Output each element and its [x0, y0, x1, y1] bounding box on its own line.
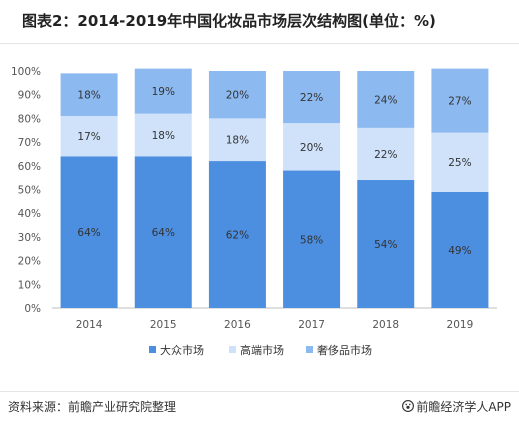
y-tick-label: 60% [18, 161, 41, 173]
bar-segment [208, 118, 266, 162]
data-label: 18% [152, 130, 175, 142]
legend-swatch [149, 346, 156, 353]
bar-segment [431, 68, 489, 133]
data-label: 64% [152, 227, 175, 239]
legend: 大众市场 高端市场 奢侈品市场 [149, 343, 372, 357]
y-tick-label: 30% [18, 232, 41, 244]
data-label: 18% [77, 90, 100, 102]
bar-segment [60, 116, 118, 157]
bar-segment [208, 161, 266, 308]
bar-segment [283, 123, 341, 171]
brand-text: 前瞻经济学人APP [416, 400, 511, 414]
y-tick-label: 100% [11, 66, 41, 78]
data-label: 19% [152, 86, 175, 98]
data-label: 49% [448, 245, 471, 257]
bar-segment [431, 191, 489, 308]
y-tick-label: 0% [24, 303, 41, 315]
data-label: 22% [300, 92, 323, 104]
data-label: 64% [77, 227, 100, 239]
legend-label: 奢侈品市场 [317, 343, 372, 357]
bar-segment [60, 73, 118, 117]
y-tick-label: 20% [18, 256, 41, 268]
data-label: 20% [226, 90, 249, 102]
y-tick-label: 90% [18, 90, 41, 102]
y-tick-label: 70% [18, 137, 41, 149]
footer-divider [0, 391, 519, 392]
y-tick-label: 50% [18, 185, 41, 197]
legend-swatch [306, 346, 313, 353]
bar-segment [208, 71, 266, 119]
bar-segment [134, 68, 192, 114]
source-note: 资料来源：前瞻产业研究院整理 [8, 400, 177, 414]
y-axis-ticks: 0% 10% 20% 30% 40% 50% 60% 70% 80% 90% 100% [11, 66, 41, 315]
x-tick-label: 2016 [224, 319, 251, 331]
data-label: 17% [77, 131, 100, 143]
x-tick-label: 2014 [76, 319, 103, 331]
y-tick-label: 80% [18, 113, 41, 125]
data-label: 22% [374, 149, 397, 161]
data-label: 25% [448, 157, 471, 169]
bars: 64% 17% 18% 64% 18% 19% 62% 18% 20% 58% 20% 22% 54% 2… [60, 68, 489, 308]
brand-credit: 前瞻经济学人APP [402, 398, 511, 415]
x-tick-label: 2015 [150, 319, 177, 331]
bar-segment [134, 113, 192, 157]
data-label: 54% [374, 239, 397, 251]
bar-segment [283, 170, 341, 308]
y-tick-label: 10% [18, 279, 41, 291]
x-axis-ticks: 2014 2015 2016 2017 2018 2019 [76, 319, 474, 331]
stacked-bar-chart: 0% 10% 20% 30% 40% 50% 60% 70% 80% 90% 100% 64% 17%… [11, 66, 497, 357]
data-label: 58% [300, 234, 323, 246]
bar-segment [134, 156, 192, 308]
chart-title: 图表2：2014-2019年中国化妆品市场层次结构图(单位：%) [22, 12, 436, 30]
data-label: 24% [374, 94, 397, 106]
bar-segment [357, 71, 415, 128]
legend-label: 大众市场 [160, 343, 204, 357]
data-label: 27% [448, 96, 471, 108]
bar-segment [60, 156, 118, 308]
data-label: 18% [226, 135, 249, 147]
bar-segment [357, 180, 415, 308]
x-tick-label: 2017 [298, 319, 325, 331]
data-label: 62% [226, 230, 249, 242]
bar-segment [357, 127, 415, 181]
paw-icon [402, 400, 415, 412]
title-divider [0, 43, 519, 44]
bar-segment [283, 71, 341, 124]
legend-label: 高端市场 [240, 343, 284, 357]
bar-segment [431, 132, 489, 192]
legend-swatch [229, 346, 236, 353]
y-tick-label: 40% [18, 208, 41, 220]
data-label: 20% [300, 142, 323, 154]
x-tick-label: 2019 [447, 319, 474, 331]
x-tick-label: 2018 [372, 319, 399, 331]
